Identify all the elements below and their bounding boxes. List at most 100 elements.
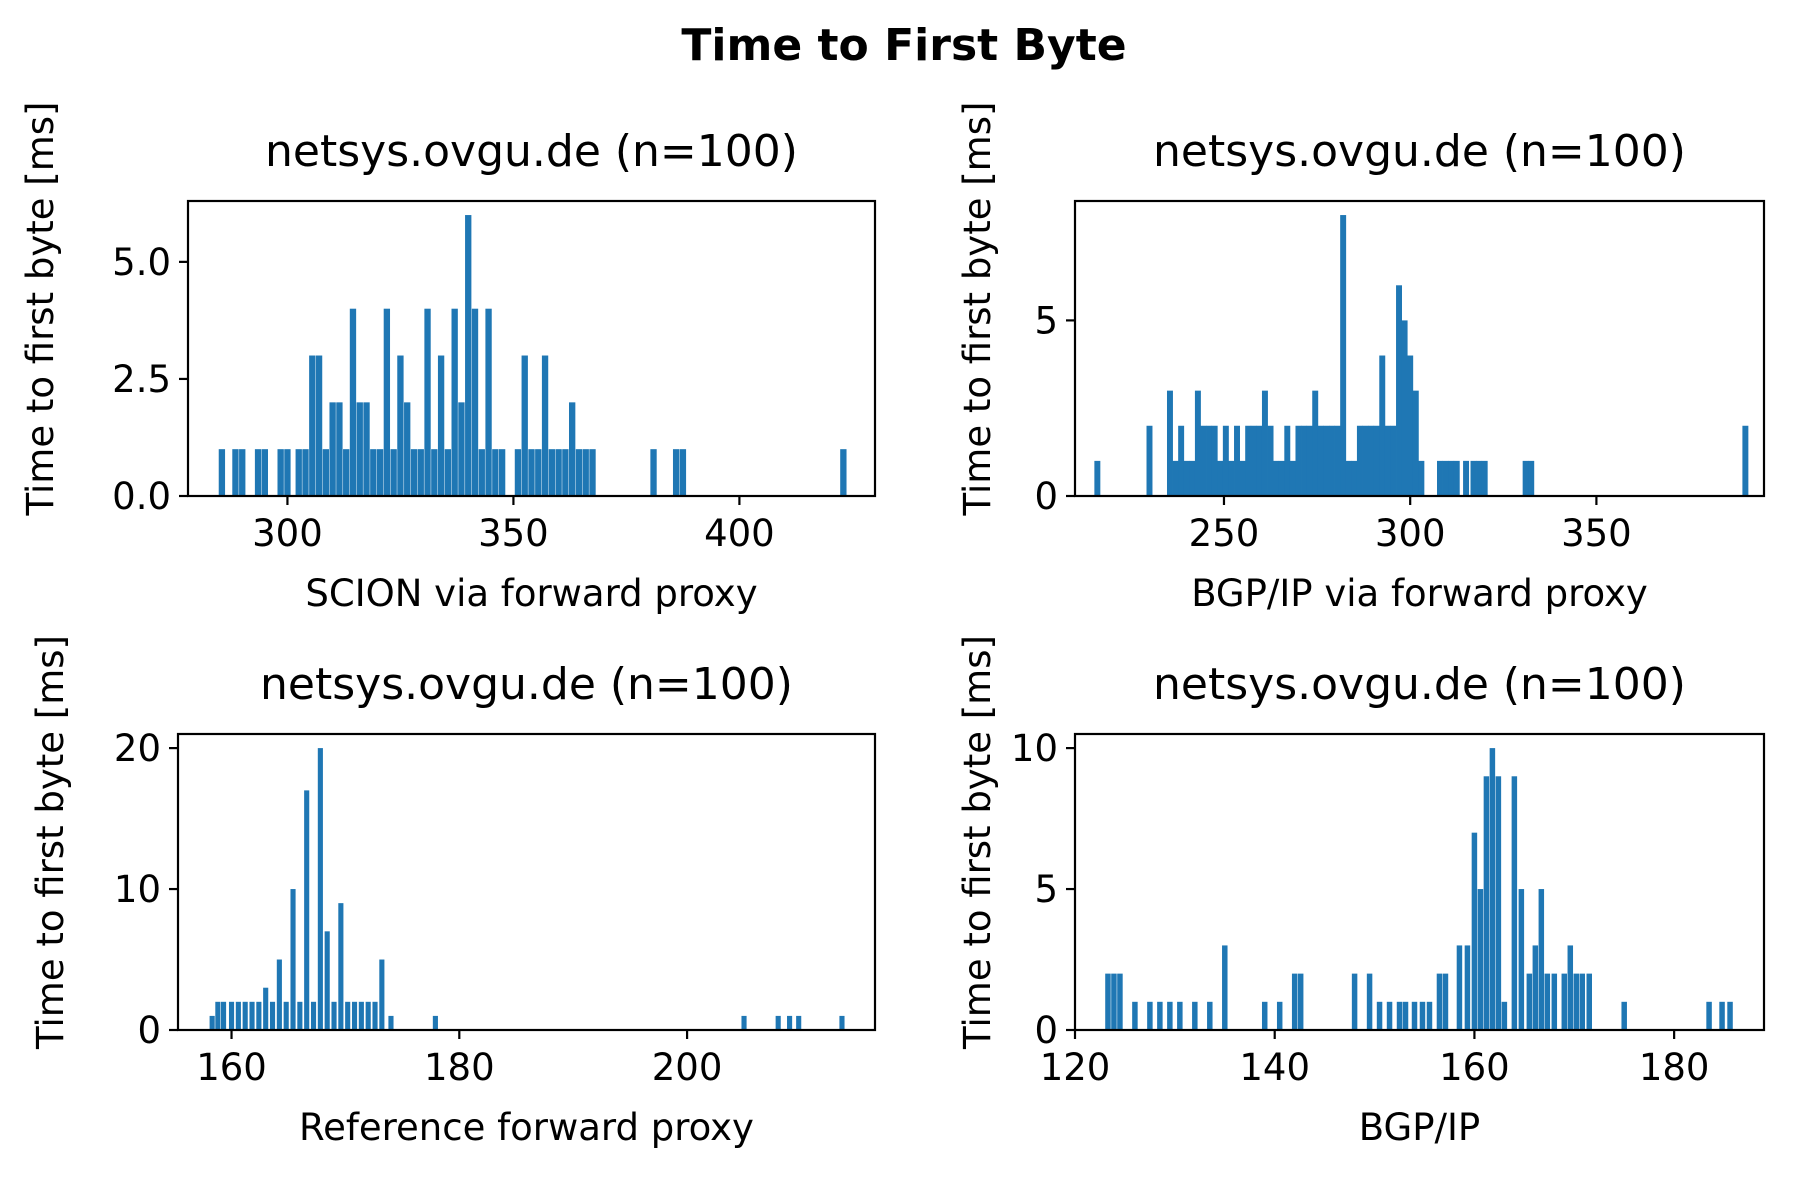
histogram-bar: [338, 903, 344, 1030]
histogram-bar: [315, 355, 323, 496]
histogram-bar: [1495, 776, 1502, 1030]
histogram-bar: [485, 308, 492, 496]
histogram-bar: [1222, 425, 1229, 496]
histogram-bar: [498, 449, 506, 496]
y-tick-label: 5: [1034, 868, 1058, 911]
y-tick-label: 0: [1034, 1009, 1058, 1052]
x-tick-label: 350: [1561, 512, 1632, 555]
histogram-bar: [562, 449, 569, 496]
x-tick-label: 350: [478, 512, 549, 555]
histogram-bar: [1177, 1001, 1183, 1030]
histogram-bar: [1621, 1001, 1627, 1030]
histogram-bar: [1501, 1001, 1508, 1030]
histogram-bar: [589, 449, 596, 496]
histogram-bar: [1522, 460, 1529, 496]
histogram-bar: [432, 1015, 438, 1030]
histogram-bar: [1532, 945, 1539, 1030]
x-tick-label: 400: [704, 512, 775, 555]
histogram-bar: [521, 355, 528, 496]
histogram-bar: [345, 1001, 351, 1030]
histogram-bar: [1284, 425, 1291, 496]
histogram-bar: [1464, 945, 1471, 1030]
histogram-bar: [672, 449, 680, 496]
histogram-bar: [1418, 460, 1425, 496]
histogram-bar: [329, 402, 336, 496]
histogram-bar: [1442, 973, 1449, 1030]
y-axis-label: Time to first byte [ms]: [19, 102, 62, 517]
histogram-bar: [787, 1015, 793, 1030]
histogram-bar: [1183, 460, 1190, 496]
histogram-bar: [1289, 460, 1296, 496]
histogram-bar: [1402, 1001, 1409, 1030]
histogram-bar: [650, 449, 657, 496]
histogram-bar: [276, 959, 282, 1030]
histogram-bar: [1132, 1001, 1138, 1030]
histogram-bar: [269, 1001, 276, 1030]
histogram-bar: [1250, 425, 1257, 496]
histogram-bar: [458, 402, 465, 496]
histogram-bar: [1544, 973, 1551, 1030]
y-tick-label: 0: [1034, 475, 1058, 518]
histogram-bar: [1561, 973, 1568, 1030]
histogram-bar: [310, 1001, 317, 1030]
histogram-bar: [1551, 973, 1558, 1030]
histogram-bar: [1526, 973, 1533, 1030]
histogram-bar: [295, 449, 302, 496]
histogram-bar: [1146, 425, 1153, 496]
histogram-bar: [1297, 973, 1304, 1030]
histogram-bar: [1239, 460, 1246, 496]
histogram-bar: [256, 1001, 262, 1030]
subplot-grid: 300 350 400 0.0 2.5 5.0 netsys.ovgu.de (n=100)…: [19, 102, 1766, 1149]
histogram-bar: [541, 355, 549, 496]
histogram-bar: [397, 355, 404, 496]
x-axis-label: Reference forward proxy: [299, 1106, 754, 1149]
histogram-bar: [317, 748, 323, 1030]
histogram-bar: [1386, 1001, 1393, 1030]
y-tick-label: 0: [137, 1009, 161, 1052]
subplot-4: 120 140 160 180 0 5 10 netsys.ovgu.de (n=100) BG…: [956, 635, 1766, 1149]
histogram-bar: [277, 449, 284, 496]
histogram-bar: [290, 889, 296, 1030]
histogram-bar: [388, 1015, 394, 1030]
histogram-bar: [261, 449, 268, 496]
histogram-bar: [1334, 425, 1341, 496]
histogram-bar: [1379, 355, 1386, 496]
axes-frame: [1073, 199, 1766, 498]
y-tick-label: 2.5: [112, 358, 171, 401]
histogram-bar: [840, 449, 847, 496]
histogram-bar: [324, 931, 330, 1030]
histogram-bar: [1453, 460, 1460, 496]
histogram-bar: [1189, 460, 1196, 496]
histogram-bar: [1442, 460, 1449, 496]
histogram-bar: [239, 449, 246, 496]
histogram-bar: [1094, 460, 1101, 496]
histogram-bar: [839, 1015, 845, 1030]
y-axis-label: Time to first byte [ms]: [956, 635, 999, 1050]
histogram-bar: [1518, 889, 1525, 1030]
histogram-bar: [1481, 460, 1488, 496]
histogram-bar: [235, 1001, 241, 1030]
histogram-bar: [1351, 973, 1358, 1030]
histogram-bar: [1401, 320, 1408, 496]
histogram-bar: [249, 1001, 255, 1030]
histogram-bar: [1267, 425, 1274, 496]
histogram-bar: [1276, 1001, 1283, 1030]
histogram-bar: [228, 1001, 235, 1030]
histogram-bar: [1147, 1001, 1153, 1030]
histogram-bar: [356, 402, 363, 496]
x-tick-label: 120: [1040, 1046, 1111, 1089]
histogram-bar: [1448, 460, 1455, 496]
histogram-bar: [379, 959, 385, 1030]
histogram-bar: [1437, 460, 1443, 496]
x-tick-label: 200: [652, 1046, 723, 1089]
histogram-bar: [1291, 973, 1298, 1030]
histogram-bar: [1412, 390, 1419, 496]
histogram-bar: [582, 449, 589, 496]
histogram-bar: [1407, 355, 1414, 496]
histogram-bar: [555, 449, 562, 496]
histogram-bar: [1278, 460, 1285, 496]
histogram-bar: [492, 449, 499, 496]
axes-frame: [186, 199, 877, 498]
histogram-bar: [1261, 390, 1268, 496]
histogram-bar: [358, 1001, 364, 1030]
